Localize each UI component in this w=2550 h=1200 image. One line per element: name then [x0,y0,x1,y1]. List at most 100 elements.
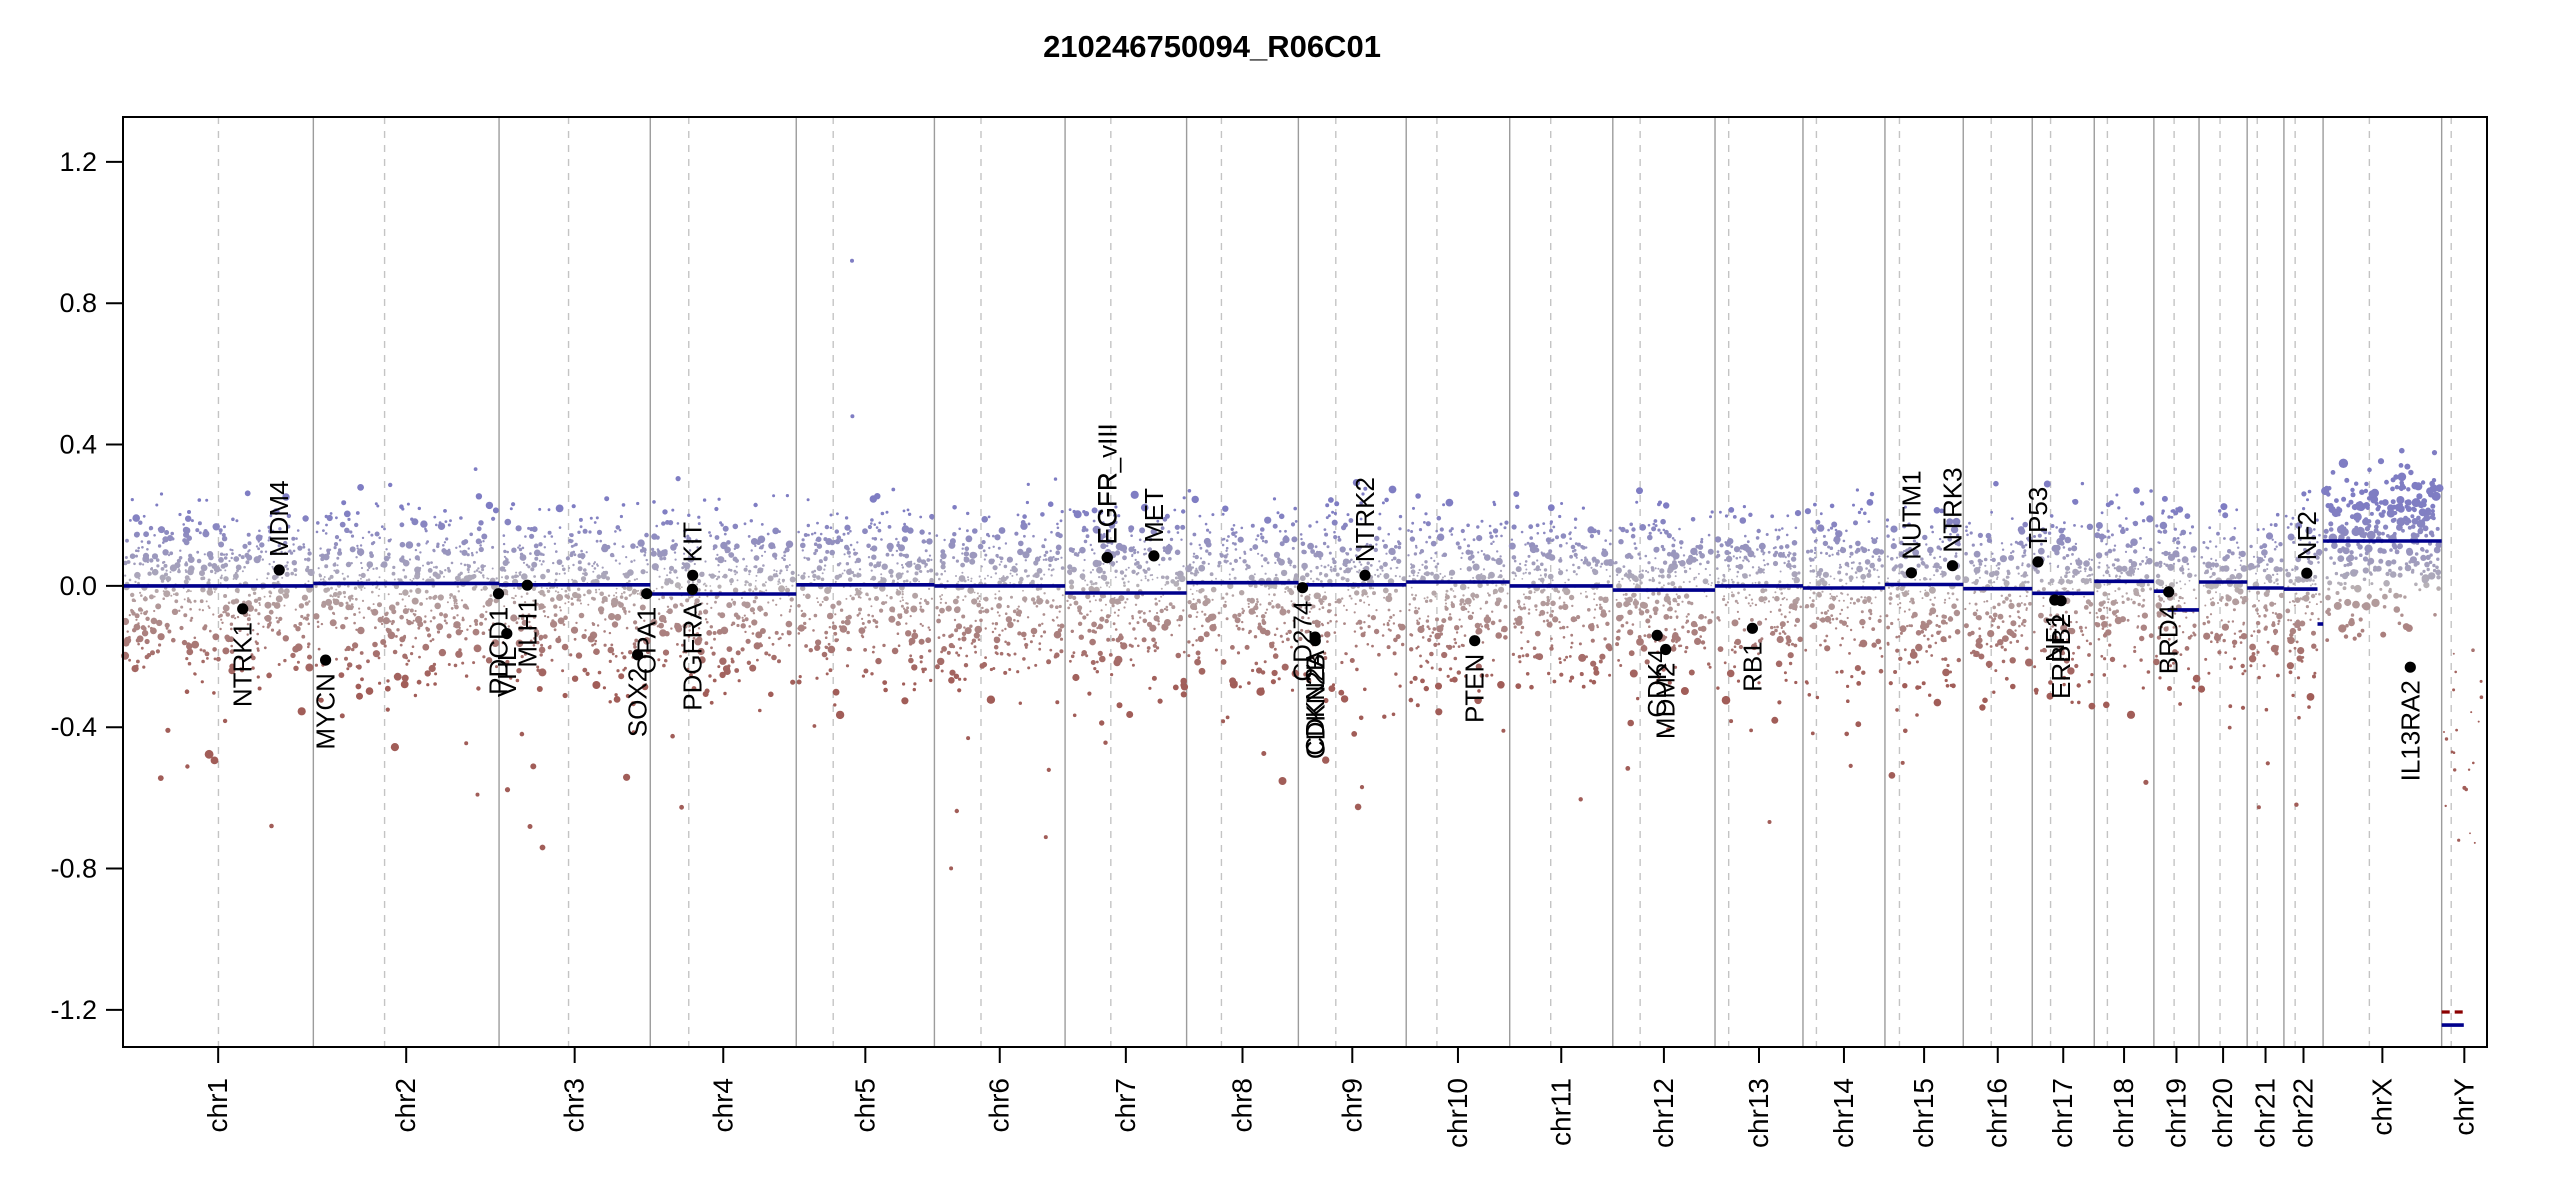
data-point [891,487,896,492]
data-point [1794,624,1797,627]
data-point [633,559,636,562]
data-point [434,602,442,610]
data-point [1009,582,1012,584]
data-point [1027,574,1030,577]
data-point [603,630,606,633]
data-point [137,581,140,585]
data-point [877,528,882,533]
data-point [814,548,819,553]
data-point [829,526,833,529]
data-point [536,668,540,672]
data-point [1852,561,1855,564]
data-point [1490,620,1496,626]
data-point [1056,526,1060,530]
data-point [891,647,899,655]
data-point [1452,645,1455,648]
data-point [230,644,233,648]
data-point [1552,616,1559,623]
data-point [140,540,144,543]
data-point [439,612,444,617]
data-point [384,685,391,692]
data-point [693,602,698,606]
data-point [905,630,912,637]
data-point [778,572,782,575]
data-point [1651,568,1655,572]
data-point [1137,644,1140,648]
data-point [1581,545,1586,550]
data-point [676,576,679,579]
data-point [580,549,583,553]
data-point [1849,602,1852,604]
data-point [561,564,564,568]
data-point [1250,523,1255,528]
data-point [432,595,437,601]
data-point [355,556,358,559]
data-point [740,623,746,629]
data-point [1204,522,1208,526]
data-point [407,608,410,611]
data-point [475,792,480,797]
data-point [482,605,485,608]
data-point [800,542,806,549]
data-point [906,602,909,605]
data-point [940,572,943,576]
data-point [531,561,538,568]
data-point [1228,573,1231,576]
data-point [1376,574,1380,578]
data-point [275,574,279,579]
data-point [1379,573,1382,576]
data-point [1345,652,1348,656]
data-point [902,553,906,557]
data-point [823,537,828,542]
data-point [1418,568,1421,572]
data-point [593,567,597,570]
data-point [952,598,959,605]
data-point [748,588,752,592]
data-point [1619,664,1623,667]
data-point [595,516,599,520]
data-point [662,649,670,656]
data-point [1467,586,1470,589]
data-point [994,572,998,575]
data-point [1314,545,1318,549]
data-point [427,633,432,638]
data-point [150,650,155,656]
data-point [1654,567,1657,570]
data-point [1573,552,1578,558]
data-point [902,607,906,610]
data-point [1359,599,1362,602]
data-point [920,531,924,534]
data-point [1468,604,1471,607]
data-point [1694,637,1702,646]
data-point [456,606,459,610]
data-point [939,601,942,604]
data-point [557,591,560,594]
data-point [1558,568,1561,571]
data-point [372,541,376,544]
data-point [1210,572,1213,576]
data-point [1292,564,1297,569]
data-point [1206,528,1210,532]
data-point [436,623,444,631]
data-point [928,554,932,557]
data-point [994,627,997,630]
data-point [1024,642,1029,648]
data-point [1098,623,1102,627]
data-point [717,584,722,589]
data-point [708,674,712,678]
data-point [356,692,363,700]
data-point [124,556,128,559]
data-point [375,586,378,589]
data-point [1389,615,1393,619]
data-point [433,566,435,569]
data-point [882,643,886,648]
data-point [745,638,751,644]
data-point [1623,601,1630,608]
data-point [137,642,140,646]
data-point [482,540,485,543]
data-point [1112,622,1116,626]
data-point [201,659,205,664]
data-point [1217,560,1222,565]
data-point [813,569,817,573]
data-point [345,601,349,605]
